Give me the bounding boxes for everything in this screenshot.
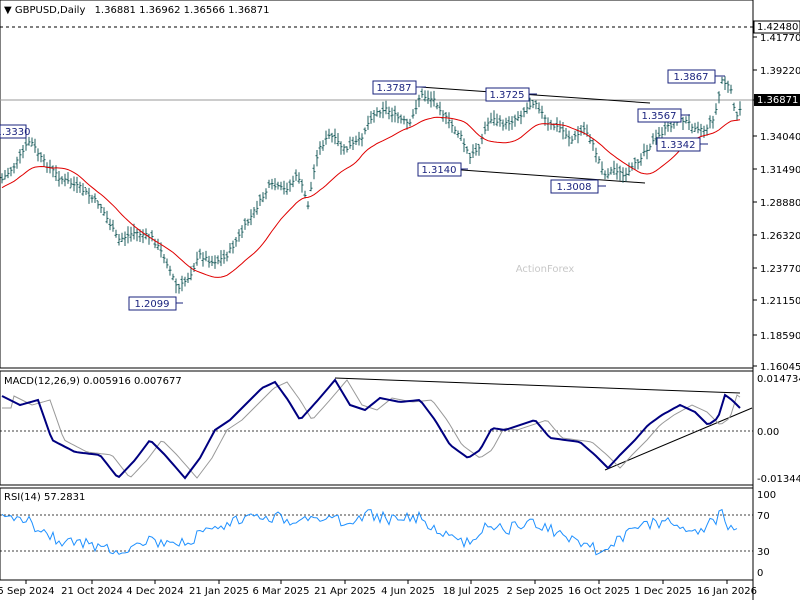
- x-tick-label: 6 Mar 2025: [252, 586, 309, 597]
- y-tick-label: 1.26320: [760, 231, 800, 242]
- svg-text:▼ GBPUSD,Daily 1.: ▼ GBPUSD,Daily 1.36881 1.36962 1.36566 1…: [4, 5, 270, 16]
- rsi-tick-label: 70: [757, 511, 770, 522]
- annotation-box: 1.2099: [128, 296, 183, 311]
- chart-title: GBPUSD,Daily: [15, 5, 86, 16]
- annotation-box: 1.3787: [372, 80, 426, 95]
- x-axis: 5 Sep 2024 21 Oct 2024 4 Dec 2024 21 Jan 20…: [0, 580, 757, 597]
- x-tick-label: 16 Oct 2025: [568, 586, 630, 597]
- x-tick-label: 4 Jun 2025: [381, 586, 435, 597]
- annotation-box: 1.3008: [550, 179, 606, 194]
- macd-tick-label: -0.013442: [757, 474, 800, 485]
- macd-tick-label: 0.014734: [757, 374, 800, 385]
- rsi-tick-label: 100: [757, 490, 776, 501]
- y-tick-label: 1.39220: [760, 66, 800, 77]
- y-tick-label: 1.23770: [760, 264, 800, 275]
- annotation-label: 1.3330: [0, 127, 31, 138]
- channel-top-line: [419, 86, 651, 104]
- annotation-box: 1.3567: [637, 108, 690, 123]
- macd-title: MACD(12,26,9) 0.005916 0.007677: [4, 376, 182, 387]
- y-tick-label: 1.34040: [760, 132, 800, 143]
- annotation-label: 1.2099: [135, 299, 170, 310]
- rsi-tick-label: 30: [757, 547, 770, 558]
- annotation-label: 1.3140: [422, 165, 457, 176]
- annotation-label: 1.3342: [661, 140, 696, 151]
- macd-lower-trendline: [604, 407, 753, 471]
- annotation-box: 1.3330: [0, 124, 31, 139]
- rsi-pane: RSI(14) 57.2831 100 70 30 0: [0, 487, 776, 581]
- annotation-box: 1.3725: [485, 87, 537, 102]
- rsi-title: RSI(14) 57.2831: [4, 492, 85, 503]
- rsi-tick-label: 0: [757, 568, 763, 579]
- annotation-label: 1.3567: [642, 111, 677, 122]
- annotation-label: 1.3725: [490, 90, 525, 101]
- annotation-box: 1.3867: [667, 69, 725, 84]
- macd-line: [1, 378, 741, 480]
- dashed-level-label: 1.42480: [757, 22, 798, 33]
- annotation-label: 1.3867: [674, 72, 709, 83]
- y-tick-label: 1.41770: [760, 33, 800, 44]
- y-tick-label: 1.16045: [760, 362, 800, 373]
- macd-upper-trendline: [334, 377, 741, 394]
- rsi-line: [1, 508, 738, 556]
- y-tick-label: 1.31490: [760, 165, 800, 176]
- y-tick-label: 1.28880: [760, 198, 800, 209]
- x-tick-label: 21 Oct 2024: [61, 586, 123, 597]
- current-price-label: 1.36871: [757, 95, 798, 106]
- watermark: ActionForex: [516, 264, 575, 275]
- annotation-label: 1.3787: [377, 83, 412, 94]
- macd-pane: MACD(12,26,9) 0.005916 0.007677 0.014734…: [0, 370, 800, 486]
- ohlc-values: 1.36881 1.36962 1.36566 1.36871: [95, 5, 270, 16]
- x-tick-label: 5 Sep 2024: [0, 586, 55, 597]
- price-y-axis: 1.417701.392201.366701.340401.314901.288…: [752, 0, 800, 600]
- x-tick-label: 16 Jan 2026: [697, 586, 757, 597]
- annotation-label: 1.3008: [557, 182, 592, 193]
- annotation-box: 1.3342: [656, 137, 708, 152]
- x-tick-label: 4 Dec 2024: [126, 586, 184, 597]
- x-tick-label: 21 Apr 2025: [314, 586, 376, 597]
- annotation-box: 1.3140: [417, 162, 468, 177]
- y-tick-label: 1.21150: [760, 296, 800, 307]
- y-tick-label: 1.18590: [760, 331, 800, 342]
- x-tick-label: 1 Dec 2025: [634, 586, 692, 597]
- x-tick-label: 2 Sep 2025: [506, 586, 563, 597]
- macd-tick-label: 0.00: [757, 427, 779, 438]
- price-pane: ActionForex ▼ GBPUSD,Daily 1.36881 1.369…: [0, 0, 754, 369]
- price-bars: [0, 76, 742, 294]
- moving-average-line: [1, 116, 741, 278]
- dashed-level-tag: [753, 20, 800, 34]
- x-tick-label: 21 Jan 2025: [189, 586, 249, 597]
- x-tick-label: 18 Jul 2025: [443, 586, 500, 597]
- current-price-tag: [754, 94, 800, 106]
